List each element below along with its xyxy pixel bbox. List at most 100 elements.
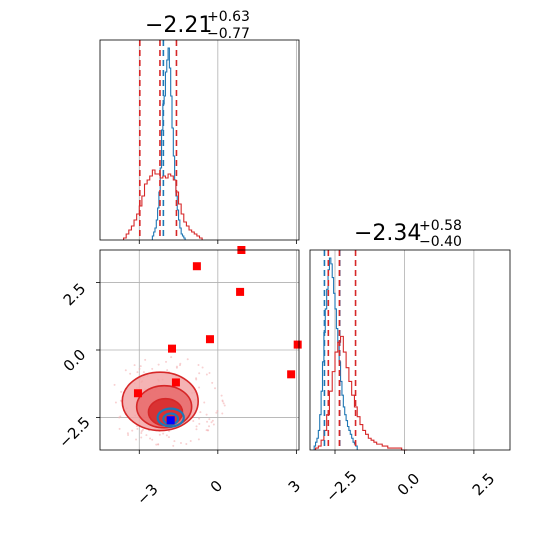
marginal2-hist-series-red xyxy=(315,335,408,451)
joint-sample-point xyxy=(129,372,132,375)
joint-blue-contour xyxy=(156,407,185,428)
joint-sample-point xyxy=(221,412,224,415)
joint-sample-point xyxy=(138,367,141,370)
title-param1: −2.21 xyxy=(145,13,212,38)
joint-sample-point xyxy=(195,425,198,428)
joint-sample-point xyxy=(151,438,154,441)
title-param2-main: −2.34 xyxy=(354,221,421,246)
joint-sample-point xyxy=(139,365,142,368)
joint-red-marker xyxy=(168,344,177,353)
joint-sample-point xyxy=(185,443,188,446)
joint-y-tick-label: −2.5 xyxy=(55,413,93,451)
joint-sample-point xyxy=(214,387,217,390)
joint-sample-point xyxy=(195,428,198,431)
joint-sample-point xyxy=(157,443,160,446)
joint-sample-point xyxy=(124,369,127,372)
joint-sample-point xyxy=(140,430,143,433)
joint-sample-point xyxy=(198,417,201,420)
joint-sample-point xyxy=(208,418,211,421)
joint-sample-point xyxy=(118,427,121,430)
joint-sample-point xyxy=(197,363,200,366)
title-param2-sup: +0.58 xyxy=(419,218,462,234)
joint-sample-point xyxy=(199,411,202,414)
joint-sample-point xyxy=(201,366,204,369)
joint-red-marker xyxy=(293,340,302,349)
joint-sample-point xyxy=(157,363,160,366)
joint-sample-point xyxy=(208,425,211,428)
joint-red-marker xyxy=(133,389,142,398)
joint-sample-point xyxy=(118,416,121,419)
joint-sample-point xyxy=(197,438,200,441)
joint-sample-point xyxy=(220,394,223,397)
joint-sample-point xyxy=(127,433,130,436)
title-param1-sup: +0.63 xyxy=(207,9,250,25)
joint-sample-point xyxy=(140,436,143,439)
joint-sample-point xyxy=(198,386,201,389)
marginal-panel-param2 xyxy=(309,249,511,454)
joint-sample-point xyxy=(205,413,208,416)
joint-sample-point xyxy=(120,390,123,393)
marginal-panel-param1 xyxy=(99,39,300,244)
joint-sample-point xyxy=(221,399,224,402)
joint-sample-point xyxy=(207,429,210,432)
joint-sample-point xyxy=(198,372,201,375)
marginal1-hist-series-blue xyxy=(151,47,186,240)
joint-sample-point xyxy=(178,364,181,367)
joint-sample-point xyxy=(145,434,148,437)
joint-x-tick-label: −3 xyxy=(133,480,161,508)
joint-sample-point xyxy=(126,432,129,435)
joint-x-tick-label: 0 xyxy=(207,477,226,496)
joint-sample-point xyxy=(133,364,136,367)
joint-sample-point xyxy=(165,360,168,363)
joint-red-marker xyxy=(192,262,201,271)
joint-sample-point xyxy=(149,437,152,440)
marginal2-x-tick-label: 0.0 xyxy=(394,470,424,500)
joint-sample-point xyxy=(198,422,201,425)
joint-sample-point xyxy=(205,373,208,376)
joint-sample-point xyxy=(222,402,225,405)
joint-sample-point xyxy=(216,410,219,413)
title-param2: −2.34 xyxy=(354,221,421,246)
joint-y-tick-label: 0.0 xyxy=(60,346,90,376)
joint-sample-point xyxy=(162,432,165,435)
marginal2-x-tick-label: −2.5 xyxy=(322,467,360,505)
joint-red-marker xyxy=(171,378,180,387)
joint-sample-point xyxy=(203,401,206,404)
joint-sample-point xyxy=(144,358,147,361)
joint-sample-point xyxy=(135,438,138,441)
joint-frame xyxy=(99,249,300,451)
joint-y-tick-label: 2.5 xyxy=(60,280,90,310)
joint-sample-point xyxy=(208,372,211,375)
joint-sample-point xyxy=(179,441,182,444)
joint-sample-point xyxy=(142,371,145,374)
title-param1-sub: −0.77 xyxy=(207,26,250,42)
joint-sample-point xyxy=(195,378,198,381)
joint-sample-point xyxy=(136,371,139,374)
joint-sample-point xyxy=(167,436,170,439)
joint-sample-point xyxy=(215,411,218,414)
joint-sample-point xyxy=(155,443,158,446)
joint-sample-point xyxy=(210,421,213,424)
marginal1-frame xyxy=(99,39,300,241)
title-param1-main: −2.21 xyxy=(145,13,212,38)
joint-red-marker xyxy=(287,370,296,379)
joint-sample-point xyxy=(114,401,117,404)
joint-sample-point xyxy=(151,367,154,370)
joint-x-tick-label: 3 xyxy=(285,477,304,496)
joint-blue-marker xyxy=(166,416,175,425)
joint-sample-point xyxy=(140,432,143,435)
joint-sample-point xyxy=(206,420,209,423)
joint-sample-point xyxy=(211,381,214,384)
joint-sample-point xyxy=(158,433,161,436)
joint-sample-point xyxy=(211,419,214,422)
joint-sample-point xyxy=(212,423,215,426)
joint-sample-point xyxy=(205,429,208,432)
joint-sample-point xyxy=(175,365,178,368)
joint-sample-point xyxy=(131,429,134,432)
joint-red-marker xyxy=(205,335,214,344)
joint-sample-point xyxy=(141,428,144,431)
joint-sample-point xyxy=(223,404,226,407)
joint-sample-point xyxy=(170,356,173,359)
joint-sample-point xyxy=(186,358,189,361)
joint-sample-point xyxy=(192,420,195,423)
